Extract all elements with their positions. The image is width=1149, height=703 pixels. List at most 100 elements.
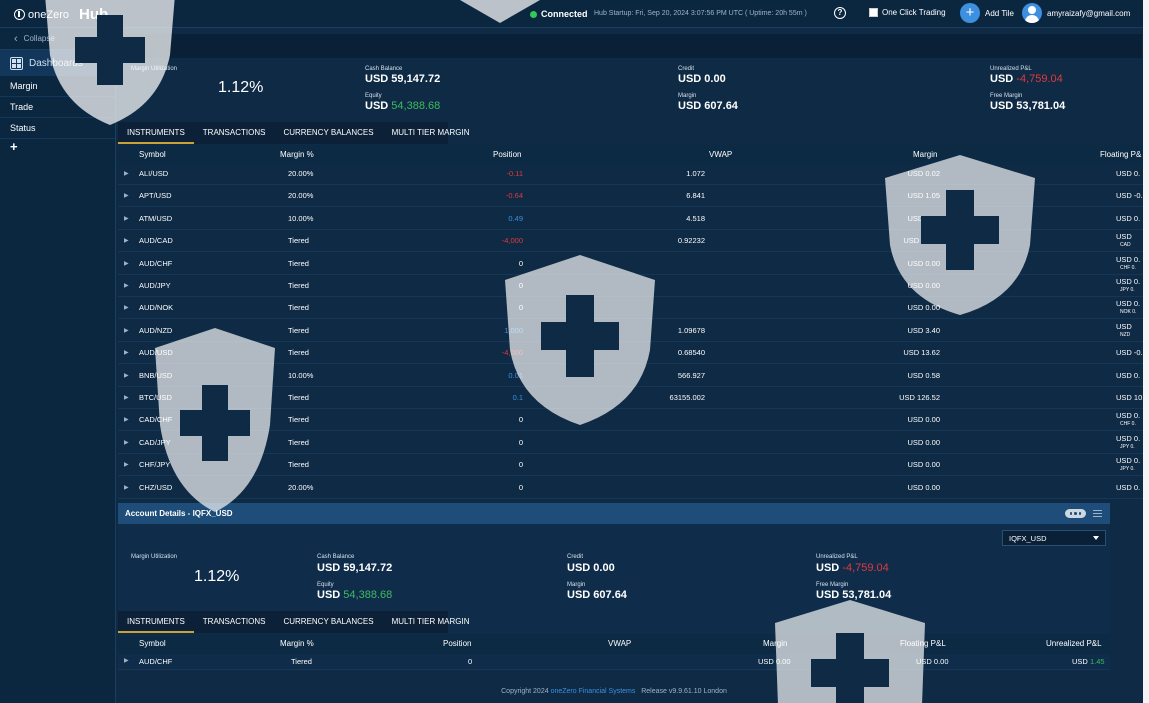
col-margin[interactable]: Margin <box>913 150 938 159</box>
panel-header-strip <box>118 34 1142 58</box>
account-select[interactable]: IQFX_USD <box>1002 530 1106 546</box>
row-position: 0 <box>518 482 523 492</box>
help-icon[interactable]: ? <box>834 7 846 19</box>
acct-tab-currency-balances[interactable]: CURRENCY BALANCES <box>283 617 374 626</box>
table-row[interactable]: ▶ AUD/CAD Tiered -4,000 0.92232 USD 13.62 USD C… <box>118 230 1143 253</box>
add-tile-button[interactable]: + Add Tile <box>960 3 1014 23</box>
tab-transactions[interactable]: TRANSACTIONS <box>202 128 266 137</box>
row-symbol: ALI/USD <box>139 169 169 178</box>
tab-instruments[interactable]: INSTRUMENTS <box>118 122 194 144</box>
table-row[interactable]: ▶ BTC/USD Tiered 0.1 63155.002 USD 126.52 USD … <box>118 387 1143 409</box>
margin-utilization-value: 1.12% <box>218 79 264 96</box>
table-row[interactable]: ▶ CHZ/USD 20.00% 0 USD 0.00 USD 0. <box>118 477 1143 499</box>
tabs-background <box>118 122 448 144</box>
acct-tab-instruments[interactable]: INSTRUMENTS <box>118 611 194 633</box>
sidebar-item-trade[interactable]: Trade <box>0 97 115 118</box>
table-row[interactable]: ▶ APT/USD 20.00% -0.64 6.841 USD 1.05 USD -0. <box>118 185 1143 208</box>
expand-row-icon[interactable]: ▶ <box>124 260 129 267</box>
table-row[interactable]: ▶ BNB/USD 10.00% 0.01 566.927 USD 0.58 USD 0. <box>118 365 1143 387</box>
dashboards-header[interactable]: Dashboards <box>0 50 115 76</box>
connected-dot-icon <box>530 10 537 18</box>
table-row[interactable]: ▶ ALI/USD 20.00% -0.11 1.072 USD 0.02 USD 0. <box>118 163 1143 185</box>
tab-currency-balances[interactable]: CURRENCY BALANCES <box>283 128 374 137</box>
table-row[interactable]: ▶ CAD/JPY Tiered 0 USD 0.00 USD 0. JPY 0. <box>118 432 1143 454</box>
row-floating: USD 0. <box>1116 370 1141 380</box>
acct-col-unrealized-pl[interactable]: Unrealized P&L <box>1046 639 1102 648</box>
expand-row-icon[interactable]: ▶ <box>124 417 129 424</box>
row-position: -0.64 <box>505 191 523 201</box>
acct-col-position[interactable]: Position <box>443 639 472 648</box>
table-row[interactable]: ▶ AUD/USD Tiered -4,000 0.68540 USD 13.62 USD … <box>118 342 1143 365</box>
brand-logo[interactable]: oneZero Hub <box>14 6 108 23</box>
table-row[interactable]: ▶ CAD/CHF Tiered 0 USD 0.00 USD 0. CHF 0. <box>118 409 1143 432</box>
row-symbol: AUD/CHF <box>139 657 173 666</box>
acct-col-floating-pl[interactable]: Floating P&L <box>900 639 946 648</box>
footer-company-link[interactable]: oneZero Financial Systems <box>550 688 636 695</box>
tab-multi-tier-margin[interactable]: MULTI TIER MARGIN <box>391 128 470 137</box>
dashboard-grid-icon <box>10 56 23 70</box>
expand-row-icon[interactable]: ▶ <box>124 484 129 491</box>
row-margin-pct: Tiered <box>291 657 312 666</box>
table-row[interactable]: ▶ ATM/USD 10.00% 0.49 4.518 USD 0.21 USD 0. <box>118 208 1143 230</box>
col-position[interactable]: Position <box>493 150 522 159</box>
user-menu[interactable]: amyraizafy@gmail.com <box>1022 3 1130 23</box>
expand-row-icon[interactable]: ▶ <box>124 658 129 664</box>
row-margin-pct: Tiered <box>288 258 309 268</box>
row-position: 0 <box>518 437 523 447</box>
expand-row-icon[interactable]: ▶ <box>124 238 129 245</box>
expand-row-icon[interactable]: ▶ <box>124 372 129 379</box>
table-row[interactable]: ▶ AUD/NZD Tiered 1,000 1.09678 USD 3.40 USD NZD <box>118 320 1143 342</box>
acct-col-symbol[interactable]: Symbol <box>139 639 166 648</box>
row-symbol: APT/USD <box>139 191 172 201</box>
row-position: 0.01 <box>508 370 523 380</box>
free-margin-label: Free Margin <box>990 93 1023 99</box>
sidebar-item-status[interactable]: Status <box>0 118 115 139</box>
one-click-trading-toggle[interactable]: One Click Trading <box>869 8 946 17</box>
more-options-icon[interactable] <box>1065 509 1086 518</box>
margin-label: Margin <box>678 93 697 99</box>
expand-row-icon[interactable]: ▶ <box>124 462 129 469</box>
expand-row-icon[interactable]: ▶ <box>124 395 129 401</box>
collapse-button[interactable]: ‹ Collapse <box>0 28 115 50</box>
acct-unrealized-currency: USD <box>816 562 840 574</box>
acct-equity-currency: USD <box>317 589 341 601</box>
expand-row-icon[interactable]: ▶ <box>124 193 129 200</box>
row-symbol: CHF/JPY <box>139 460 171 470</box>
expand-row-icon[interactable]: ▶ <box>124 439 129 446</box>
expand-row-icon[interactable]: ▶ <box>124 215 129 222</box>
row-symbol: ATM/USD <box>139 213 173 223</box>
row-margin-pct: 10.00% <box>288 370 314 380</box>
sidebar-item-margin[interactable]: Margin <box>0 76 115 97</box>
table-row[interactable]: ▶ CHF/JPY Tiered 0 USD 0.00 USD 0. JPY 0. <box>118 454 1143 477</box>
col-symbol[interactable]: Symbol <box>139 150 166 159</box>
row-position: 0 <box>518 460 523 470</box>
row-floating: USD 10. <box>1116 393 1143 402</box>
margin-value: USD 607.64 <box>678 100 738 112</box>
table-row[interactable]: ▶ AUD/JPY Tiered 0 USD 0.00 USD 0. JPY 0. <box>118 275 1143 297</box>
user-email: amyraizafy@gmail.com <box>1047 8 1131 18</box>
unrealized-amount: -4,759.04 <box>1016 73 1063 85</box>
col-floating-pl[interactable]: Floating P& <box>1100 150 1142 159</box>
table-row[interactable]: ▶ AUD/CHF Tiered 0 USD 0.00 USD 0. CHF 0. <box>118 253 1143 275</box>
row-margin: USD 0.00 <box>907 415 940 425</box>
expand-row-icon[interactable]: ▶ <box>124 283 129 289</box>
col-margin-pct[interactable]: Margin % <box>280 150 314 159</box>
table-row[interactable]: ▶ AUD/CHF Tiered 0 USD 0.00 USD 0.00 USD… <box>118 652 1110 670</box>
table-row[interactable]: ▶ AUD/NOK Tiered 0 USD 0.00 USD 0. NOK 0. <box>118 297 1143 320</box>
row-position: 0 <box>518 415 523 425</box>
add-dashboard-button[interactable]: + <box>10 139 18 154</box>
acct-instrument-tabs: INSTRUMENTS TRANSACTIONS CURRENCY BALANC… <box>118 611 479 633</box>
expand-row-icon[interactable]: ▶ <box>124 171 129 177</box>
expand-row-icon[interactable]: ▶ <box>124 350 129 357</box>
col-vwap[interactable]: VWAP <box>709 150 733 159</box>
acct-col-margin[interactable]: Margin <box>763 639 788 648</box>
acct-col-margin-pct[interactable]: Margin % <box>280 639 314 648</box>
acct-col-vwap[interactable]: VWAP <box>608 639 632 648</box>
menu-icon[interactable] <box>1093 510 1102 517</box>
expand-row-icon[interactable]: ▶ <box>124 327 129 334</box>
expand-row-icon[interactable]: ▶ <box>124 305 129 312</box>
row-floating: USD 0. <box>1116 277 1141 286</box>
acct-tab-transactions[interactable]: TRANSACTIONS <box>202 617 266 626</box>
acct-tab-multi-tier-margin[interactable]: MULTI TIER MARGIN <box>391 617 470 626</box>
one-click-checkbox[interactable] <box>869 8 878 17</box>
